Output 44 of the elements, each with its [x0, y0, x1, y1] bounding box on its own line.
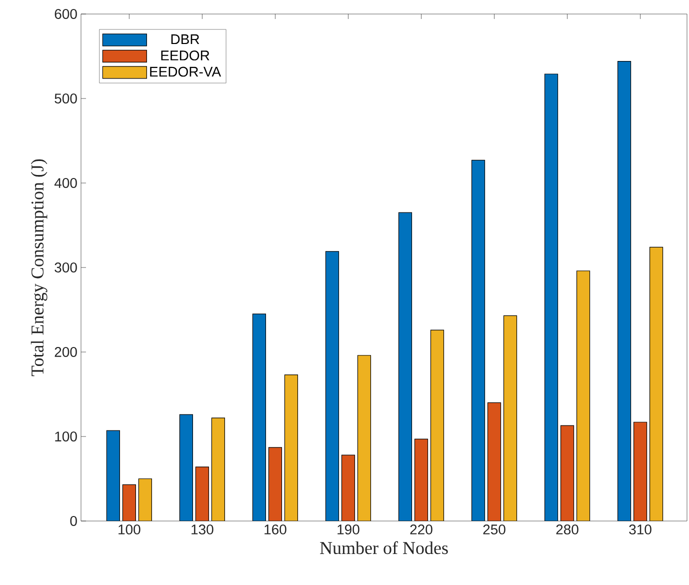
legend-label: EEDOR [161, 50, 210, 60]
y-tick-label: 100 [55, 432, 77, 442]
bar [503, 315, 518, 521]
y-tick-label: 600 [54, 9, 77, 19]
bar [179, 414, 193, 521]
x-tick-label: 280 [556, 524, 578, 534]
x-tick-label: 220 [410, 524, 432, 534]
legend-label: EEDOR-VA [150, 66, 222, 77]
bar [617, 61, 632, 521]
x-tick-label: 100 [118, 524, 140, 534]
bar [325, 251, 340, 521]
bar [122, 484, 136, 521]
y-tick-label: 500 [54, 94, 77, 104]
x-tick-label: 160 [264, 524, 286, 534]
bar [357, 355, 372, 521]
x-tick-label: 310 [629, 524, 652, 534]
y-tick-label: 0 [70, 516, 77, 526]
x-tick-label: 130 [192, 524, 214, 534]
bar [560, 425, 574, 521]
bar [633, 422, 648, 521]
bar [195, 466, 209, 521]
bar [430, 330, 444, 521]
bar [414, 438, 428, 521]
bar [211, 418, 225, 521]
bar [268, 447, 282, 521]
bar [544, 74, 558, 521]
y-axis-title: Total Energy Consumption (J) [30, 159, 48, 376]
bar [487, 402, 502, 521]
bar [138, 478, 152, 521]
bar [649, 246, 664, 521]
x-tick-label: 250 [483, 524, 506, 534]
bar [106, 430, 120, 521]
bar [398, 212, 412, 521]
y-tick-label: 300 [54, 262, 77, 272]
bar [471, 160, 486, 521]
legend-label: DBR [171, 34, 200, 44]
x-axis-title: Number of Nodes [320, 541, 448, 554]
bar [284, 374, 298, 521]
bar [576, 270, 590, 521]
bar [341, 454, 356, 521]
y-tick-label: 200 [54, 347, 77, 357]
bar [252, 314, 266, 521]
y-tick-label: 400 [54, 178, 77, 188]
x-tick-label: 190 [338, 524, 360, 534]
